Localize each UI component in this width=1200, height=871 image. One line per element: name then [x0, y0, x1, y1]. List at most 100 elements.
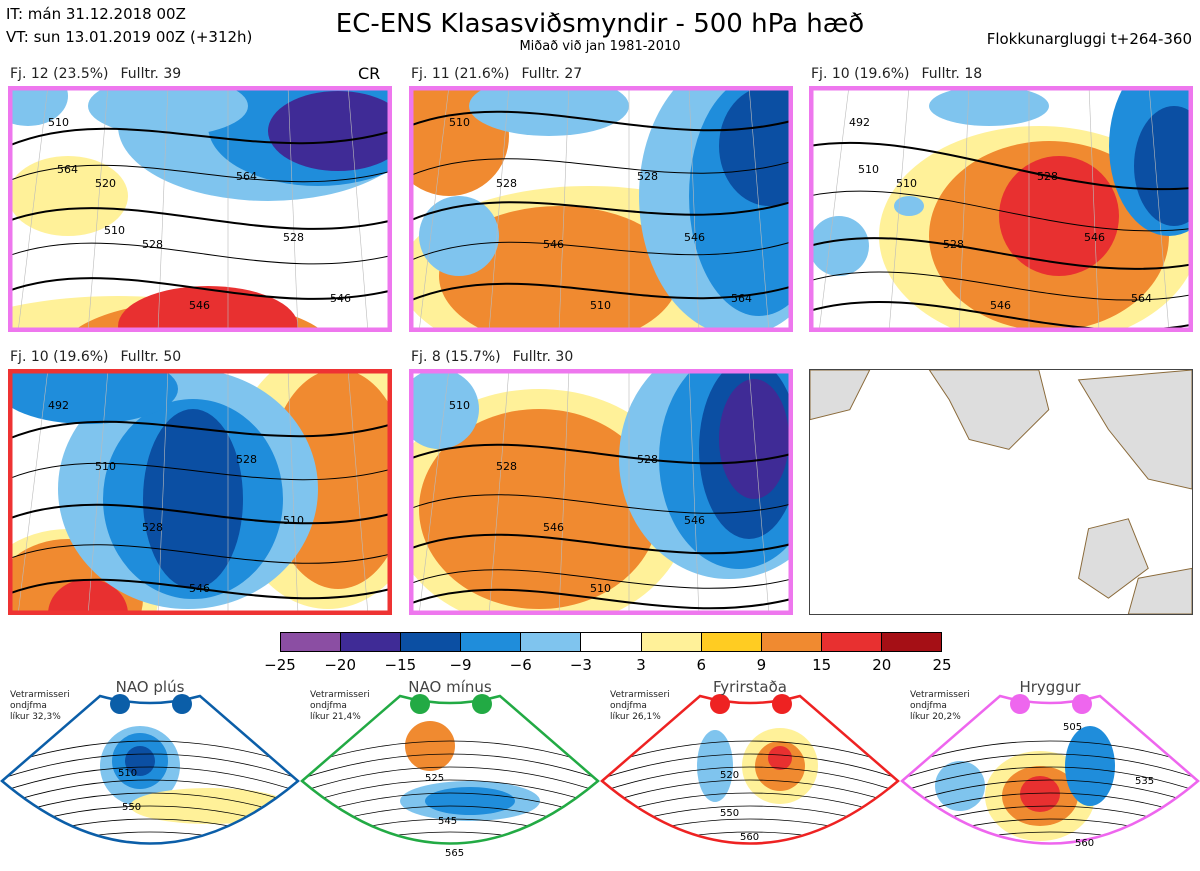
cluster-3-members: Fulltr. 18: [921, 66, 983, 82]
graticule-line: [17, 86, 49, 332]
cluster-2-members: Fulltr. 27: [521, 66, 583, 82]
contour-label: 510: [449, 116, 470, 129]
height-contour: [409, 494, 793, 514]
contour-label: 546: [330, 292, 351, 305]
regime-contour: [2, 779, 298, 806]
height-contour: [809, 271, 1193, 301]
height-contour: [409, 588, 793, 610]
regime-contour-label: 545: [438, 816, 457, 827]
regime-contour: [602, 831, 898, 844]
regime-contour: [302, 766, 598, 793]
regime-outline: [600, 694, 900, 845]
colorbar-tick-label: −15: [384, 656, 417, 674]
regime-contour: [2, 766, 298, 793]
cluster-1-map: 510 520 528 546 564 528 546 564 510: [8, 86, 392, 332]
regime-contour: [602, 753, 898, 780]
anomaly-area: [48, 579, 128, 615]
regime-contour: [0, 845, 300, 870]
graticule-line: [418, 369, 450, 615]
contour-label: 492: [849, 116, 870, 129]
contour-label: 546: [189, 299, 210, 312]
anomaly-area: [469, 86, 629, 136]
regime-nao-plus: 510 550 NAO plús Vetrarmisseri ondjfma lí…: [0, 676, 300, 871]
height-contour: [409, 282, 793, 302]
contour-label: 528: [142, 238, 163, 251]
contour-label: 546: [684, 231, 705, 244]
regime-contour: [602, 740, 898, 767]
landmass: [928, 370, 1050, 450]
contour-label: 510: [896, 177, 917, 190]
regime-contour: [302, 779, 598, 806]
contour-label: 510: [95, 460, 116, 473]
regime-anomaly-area: [768, 746, 792, 770]
landmass: [1077, 370, 1192, 490]
colorbar-bin: [881, 633, 942, 651]
contour-label: 528: [236, 453, 257, 466]
anomaly-area: [894, 196, 924, 216]
height-contour: [809, 141, 1193, 191]
graticule-line: [488, 369, 510, 615]
regime-contour: [600, 845, 900, 870]
colorbar-tick-label: −6: [509, 656, 532, 674]
regime-3-title: Fyrirstaða: [713, 678, 787, 696]
colorbar-tick-label: 6: [696, 656, 707, 674]
anomaly-area: [719, 379, 789, 499]
landmass: [1078, 518, 1149, 599]
graticule-line: [157, 369, 169, 615]
cluster-frame: [409, 369, 793, 615]
regime-contour: [902, 766, 1198, 793]
cluster-1-label: Fj. 12 (23.5%) Fulltr. 39: [10, 66, 181, 82]
regime-2-note: Vetrarmisseri ondjfma líkur 21,4%: [310, 690, 370, 722]
cluster-4-name: Fj. 10 (19.6%): [10, 349, 109, 365]
contour-label: 546: [543, 238, 564, 251]
colorbar-bin: [761, 633, 822, 651]
height-contour: [8, 462, 392, 481]
regime-anomaly-area: [1020, 776, 1060, 812]
height-contour: [8, 207, 392, 230]
graticule-line: [287, 369, 299, 615]
height-contour: [8, 578, 392, 600]
contour-label: 510: [590, 582, 611, 595]
graticule-line: [818, 86, 850, 332]
cluster-5-field: 510 528 546 510 528 546: [409, 369, 793, 615]
anomaly-area: [8, 369, 178, 424]
height-contour: [809, 237, 1193, 270]
colorbar-tick-label: 25: [932, 656, 952, 674]
classification-window: Flokkunargluggi t+264-360: [986, 30, 1192, 48]
cluster-1-members: Fulltr. 39: [120, 66, 182, 82]
graticule-line: [488, 86, 510, 332]
cluster-4-map: 492 510 528 546 528 510: [8, 369, 392, 615]
regime-contour: [302, 753, 598, 780]
height-contour: [409, 443, 793, 465]
regime-anomaly-area: [125, 746, 155, 776]
graticule-line: [888, 86, 910, 332]
contour-label: 528: [1037, 170, 1058, 183]
cluster-5-name: Fj. 8 (15.7%): [411, 349, 501, 365]
anomaly-area: [419, 196, 499, 276]
regime-contour-label: 565: [445, 848, 464, 859]
anomaly-area: [268, 91, 392, 171]
colorbar-bin: [821, 633, 882, 651]
regime-marker-dot: [1010, 694, 1030, 714]
height-contour: [409, 158, 793, 177]
height-contour: [8, 164, 392, 183]
contour-label: 528: [142, 521, 163, 534]
height-contour: [409, 240, 793, 262]
regime-contour: [900, 845, 1200, 870]
regime-outline: [300, 694, 600, 845]
regime-contour-label: 560: [740, 832, 759, 843]
anomaly-area: [929, 86, 1049, 126]
regime-anomaly-area: [1065, 726, 1115, 806]
height-contour: [8, 127, 392, 147]
cluster-frame: [8, 86, 392, 332]
cluster-frame: [809, 86, 1193, 332]
contour-label: 564: [57, 163, 78, 176]
contour-label: 564: [1131, 292, 1152, 305]
regime-contour: [2, 831, 298, 844]
regime-contour-label: 535: [1135, 776, 1154, 787]
regime-4-note: Vetrarmisseri ondjfma líkur 20,2%: [910, 690, 970, 722]
reference-map: [809, 369, 1193, 615]
regime-anomaly-area: [697, 730, 733, 802]
cluster-5-label: Fj. 8 (15.7%) Fulltr. 30: [411, 349, 573, 365]
graticule-line: [157, 86, 169, 332]
